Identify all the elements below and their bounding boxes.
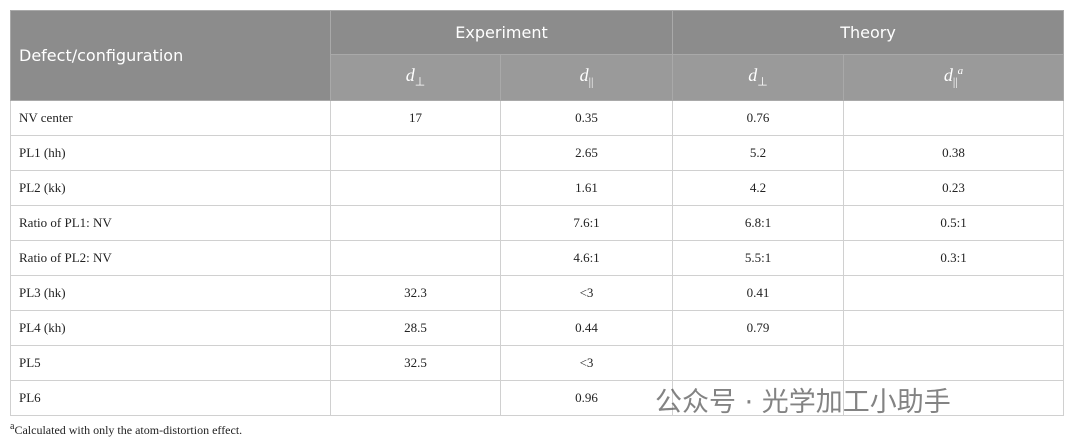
table-row: Ratio of PL1: NV 7.6:1 6.8:1 0.5:1 [10,205,1065,241]
cell [843,100,1065,136]
symbol: d [943,65,953,86]
cell [843,380,1065,416]
cell [672,345,845,381]
row-label: NV center [10,100,331,136]
footnote: aCalculated with only the atom-distortio… [10,421,242,438]
cell: 2.65 [499,135,674,171]
footnote-marker: a [10,421,15,432]
cell: 0.41 [672,275,845,311]
row-label: PL4 (kh) [10,310,331,346]
cell: 0.5:1 [843,205,1065,241]
cell: 32.5 [330,345,501,381]
subheader-cell: d||a [843,54,1065,101]
cell [330,170,501,206]
subheader-row: d⊥ d|| d⊥ d||a [11,54,1065,101]
table-row: PL4 (kh) 28.5 0.44 0.79 [10,310,1065,346]
row-label: PL3 (hk) [10,275,331,311]
symbol: d [748,65,758,86]
cell: 5.5:1 [672,240,845,276]
subscript: ⊥ [757,74,768,89]
row-label: Ratio of PL2: NV [10,240,331,276]
cell: 5.2 [672,135,845,171]
cell [843,310,1065,346]
cell [330,135,501,171]
symbol: d [405,65,415,86]
cell: 0.76 [672,100,845,136]
row-label: PL2 (kk) [10,170,331,206]
cell: <3 [499,275,674,311]
header-row: Defect/configuration Experiment Theory [10,10,1065,101]
cell: 1.61 [499,170,674,206]
cell [672,380,845,416]
subscript: || [952,74,958,89]
cell: 0.35 [499,100,674,136]
data-table: Defect/configuration Experiment Theory d… [10,10,1065,416]
table-row: PL2 (kk) 1.61 4.2 0.23 [10,170,1065,206]
row-label: PL6 [10,380,331,416]
cell: 4.6:1 [499,240,674,276]
table-row: NV center 17 0.35 0.76 [10,100,1065,136]
table-row: PL6 0.96 [10,380,1065,416]
cell [843,275,1065,311]
cell [843,345,1065,381]
header-cell: Defect/configuration [10,10,331,101]
table-row: PL5 32.5 <3 [10,345,1065,381]
cell: 7.6:1 [499,205,674,241]
cell [330,240,501,276]
cell: 0.3:1 [843,240,1065,276]
cell: 0.44 [499,310,674,346]
header-cell: Experiment [329,10,674,55]
cell [330,380,501,416]
subscript: ⊥ [414,74,426,89]
header-cell: Theory [672,10,1065,55]
row-label: PL1 (hh) [10,135,331,171]
cell: 32.3 [330,275,501,311]
cell: 0.38 [843,135,1065,171]
row-label: Ratio of PL1: NV [10,205,331,241]
cell: 28.5 [330,310,501,346]
cell: 0.79 [672,310,845,346]
footnote-text: Calculated with only the atom-distortion… [14,423,243,437]
subscript: || [588,74,594,89]
symbol: d [579,65,589,86]
table-row: Ratio of PL2: NV 4.6:1 5.5:1 0.3:1 [10,240,1065,276]
table-row: PL3 (hk) 32.3 <3 0.41 [10,275,1065,311]
cell: 0.23 [843,170,1065,206]
cell: 0.96 [499,380,674,416]
superscript: a [957,65,964,78]
row-label: PL5 [10,345,331,381]
cell [330,205,501,241]
table-row: PL1 (hh) 2.65 5.2 0.38 [10,135,1065,171]
cell: 6.8:1 [672,205,845,241]
table-body: NV center 17 0.35 0.76 PL1 (hh) 2.65 5.2 0.38 PL… [10,100,1065,416]
subheader-cell: d⊥ [672,54,845,101]
watermark: 公众号 · 光学加工小助手 [655,387,951,418]
subheader-cell: d|| [499,54,674,101]
subheader-cell: d⊥ [330,54,501,101]
cell: 4.2 [672,170,845,206]
cell: <3 [499,345,674,381]
cell: 17 [330,100,501,136]
